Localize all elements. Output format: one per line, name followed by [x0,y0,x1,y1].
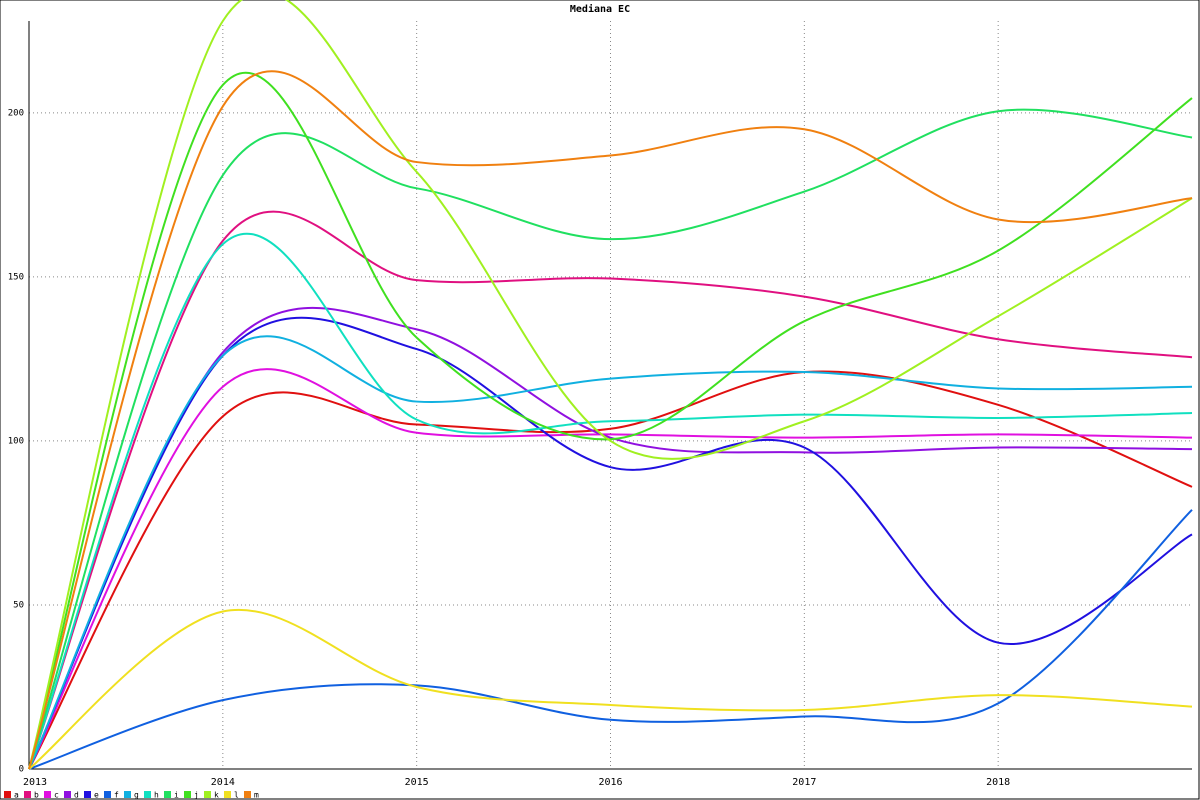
legend-swatch [4,791,11,798]
legend-swatch [224,791,231,798]
chart-title: Mediana EC [570,3,630,15]
x-tick-label: 2014 [211,777,235,788]
legend-label: e [94,791,99,800]
legend-label: a [14,791,19,800]
y-tick-label: 50 [13,600,24,610]
legend-swatch [64,791,71,798]
line [28,335,1193,770]
legend-label: h [154,791,159,800]
y-tick-label: 0 [19,765,24,775]
legend-label: j [194,791,199,800]
line [28,210,1193,770]
legend-swatch [244,791,251,798]
line [28,608,1193,770]
line [28,316,1193,770]
line [28,368,1193,770]
x-tick-label: 2016 [598,777,622,788]
legend-label: l [234,791,239,800]
legend-label: m [254,791,259,800]
line [28,72,1193,770]
legend-swatch [164,791,171,798]
legend-label: b [34,791,39,800]
legend-swatch [124,791,131,798]
legend-label: f [114,791,119,800]
line [28,0,1193,770]
line [28,233,1193,770]
legend-label: k [214,791,219,800]
legend-swatch [204,791,211,798]
legend-label: i [174,791,179,800]
x-tick-label: 2018 [986,777,1010,788]
legend-swatch [184,791,191,798]
y-tick-label: 150 [8,272,24,282]
legend-label: c [54,791,59,800]
legend-swatch [44,791,51,798]
legend-swatch [24,791,31,798]
line [28,370,1193,770]
legend-swatch [104,791,111,798]
line [28,70,1193,770]
x-tick-label: 2013 [23,777,47,788]
legend-swatch [84,791,91,798]
y-tick-label: 200 [8,108,24,118]
x-tick-label: 2017 [792,777,816,788]
x-tick-label: 2015 [405,777,429,788]
line [28,108,1193,770]
y-tick-label: 100 [8,436,24,446]
legend-label: d [74,791,79,800]
line [28,509,1193,770]
legend-swatch [144,791,151,798]
legend-label: g [134,791,139,800]
